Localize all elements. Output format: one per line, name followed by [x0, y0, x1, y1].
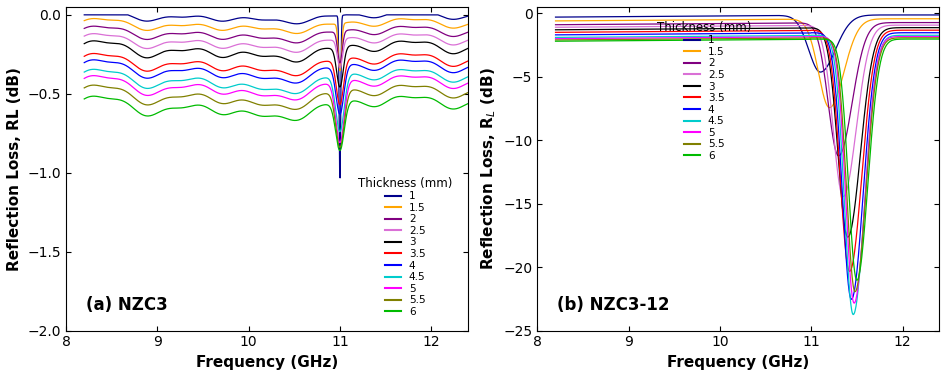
Y-axis label: Reflection Loss, RL (dB): Reflection Loss, RL (dB)	[7, 67, 22, 271]
Y-axis label: Reflection Loss, R$_L$ (dB): Reflection Loss, R$_L$ (dB)	[479, 67, 498, 270]
Text: (a) NZC3: (a) NZC3	[86, 296, 167, 314]
Legend: 1, 1.5, 2, 2.5, 3, 3.5, 4, 4.5, 5, 5.5, 6: 1, 1.5, 2, 2.5, 3, 3.5, 4, 4.5, 5, 5.5, …	[653, 17, 756, 165]
X-axis label: Frequency (GHz): Frequency (GHz)	[196, 355, 338, 370]
X-axis label: Frequency (GHz): Frequency (GHz)	[667, 355, 809, 370]
Text: (b) NZC3-12: (b) NZC3-12	[557, 296, 670, 314]
Legend: 1, 1.5, 2, 2.5, 3, 3.5, 4, 4.5, 5, 5.5, 6: 1, 1.5, 2, 2.5, 3, 3.5, 4, 4.5, 5, 5.5, …	[354, 173, 457, 321]
